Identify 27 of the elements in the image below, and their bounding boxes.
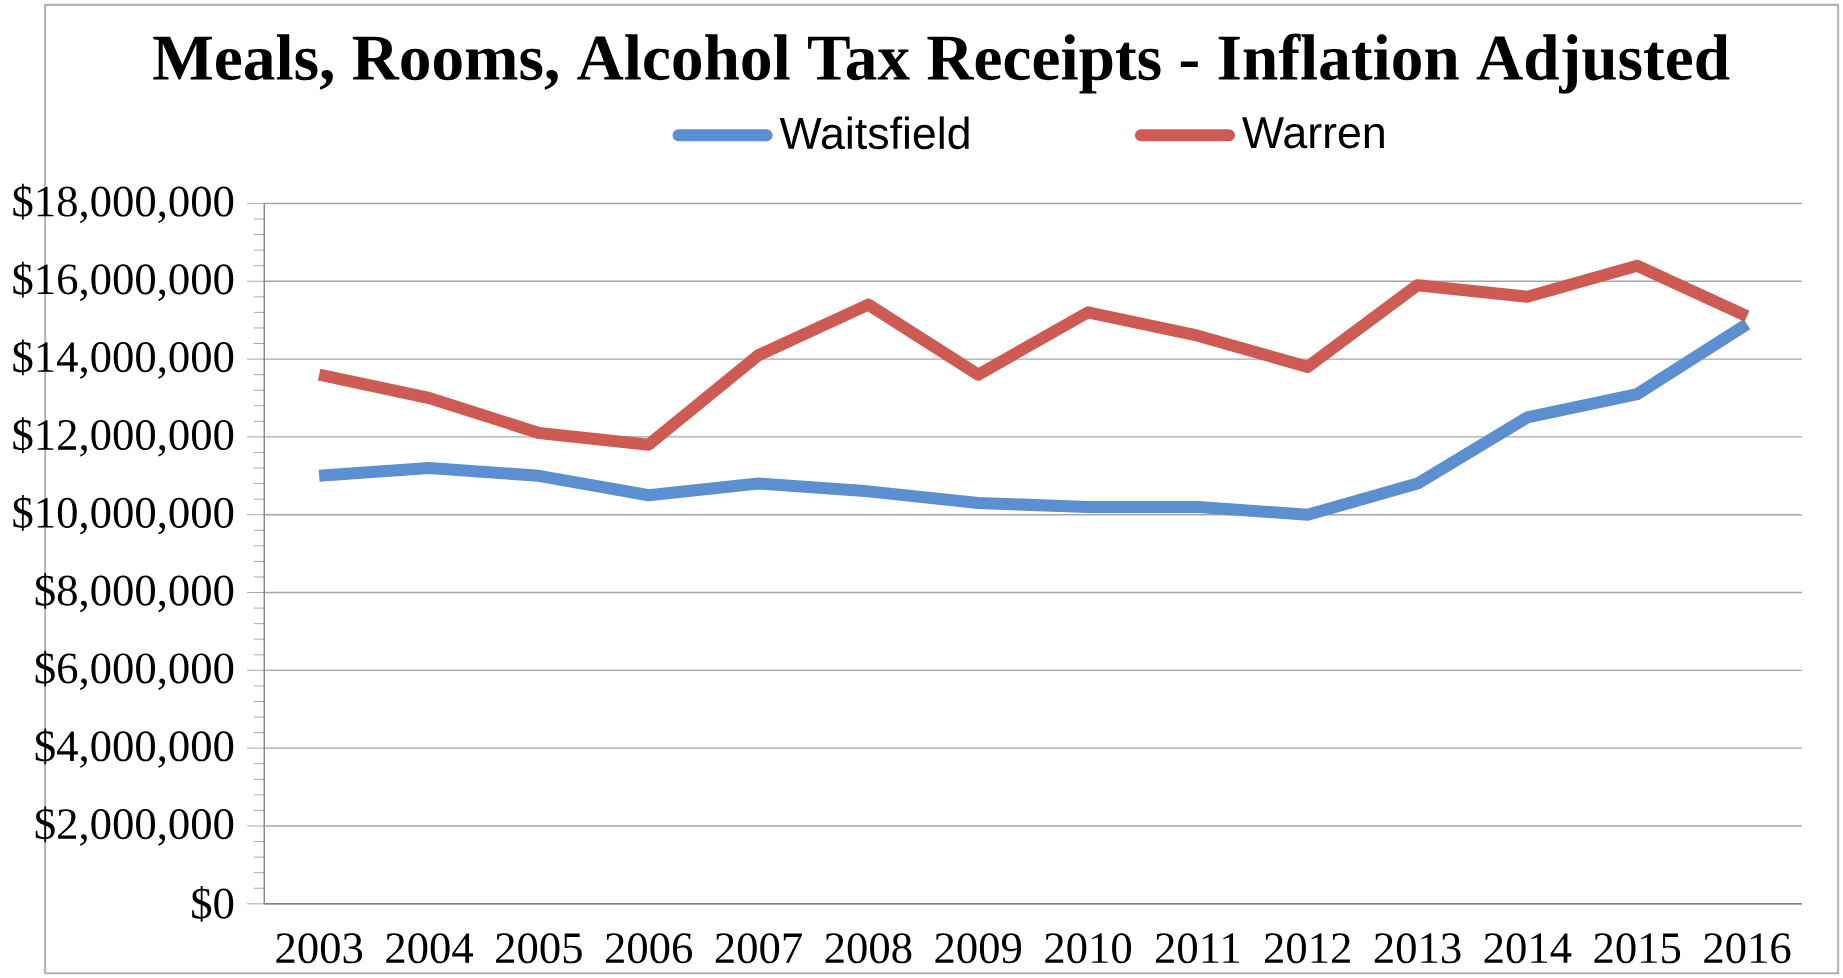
- legend-label: Waitsfield: [779, 116, 969, 150]
- x-tick-label: 2003: [276, 933, 363, 964]
- x-tick-label: 2011: [1155, 933, 1240, 964]
- y-tick-label: $18,000,000: [13, 183, 234, 224]
- x-tick-label: 2015: [1594, 933, 1681, 964]
- x-tick-label: 2004: [386, 933, 474, 964]
- x-tick-label: 2016: [1704, 933, 1791, 964]
- y-tick-label: $2,000,000: [35, 806, 234, 846]
- x-tick-label: 2006: [605, 933, 693, 964]
- x-tick-label: 2005: [496, 933, 582, 964]
- x-tick-label: 2009: [935, 933, 1022, 964]
- x-tick-label: 2014: [1484, 933, 1572, 964]
- x-tick-label: 2008: [825, 933, 912, 964]
- y-tick-label: $8,000,000: [35, 572, 234, 613]
- y-tick-label: $16,000,000: [13, 261, 234, 301]
- x-tick-label: 2010: [1045, 933, 1132, 964]
- y-tick-label: $0: [192, 885, 234, 922]
- y-tick-label: $6,000,000: [35, 650, 234, 690]
- chart-title: Meals, Rooms, Alcohol Tax Receipts - Inflation Adjusted: [153, 33, 1730, 94]
- x-tick-label: 2012: [1264, 933, 1350, 964]
- y-tick-label: $14,000,000: [13, 339, 234, 379]
- legend-label: Warren: [1242, 117, 1384, 149]
- y-tick-label: $4,000,000: [35, 728, 234, 768]
- y-tick-label: $12,000,000: [13, 417, 234, 457]
- x-tick-label: 2007: [715, 933, 802, 964]
- y-tick-label: $10,000,000: [13, 495, 234, 535]
- x-tick-label: 2013: [1374, 933, 1461, 964]
